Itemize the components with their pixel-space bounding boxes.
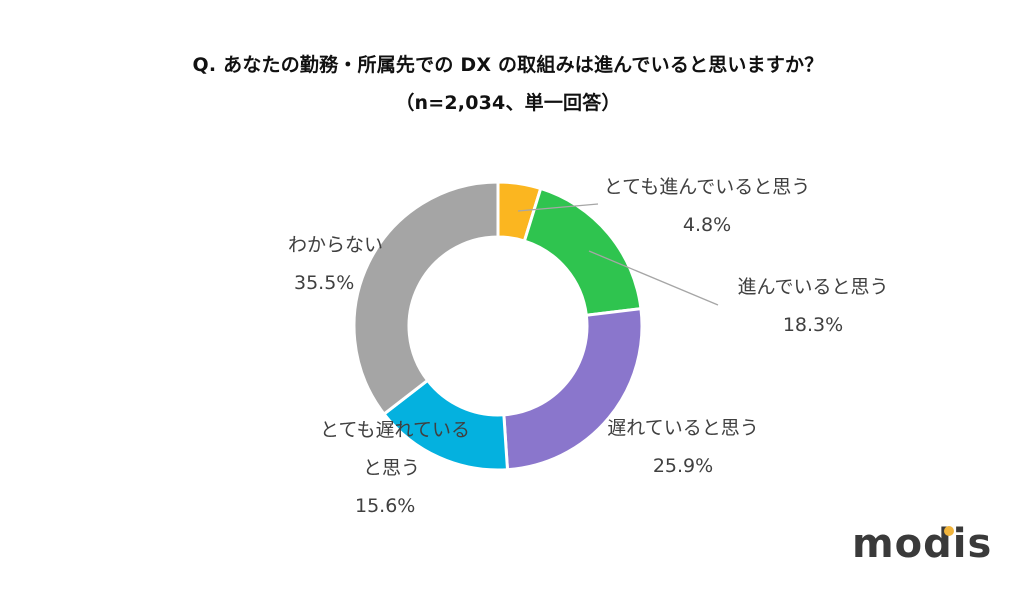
slice-unknown [352,180,500,417]
chart-title: Q. あなたの勤務・所属先での DX の取組みは進んでいると思いますか？ [192,54,824,76]
label-very-behind: とても遅れている と思う 15.6% [315,411,475,525]
pct-very-advanced: 4.8% [682,214,732,236]
chart-subtitle: （n=2,034、単一回答） [395,92,621,114]
pct-advanced: 18.3% [782,314,844,336]
label-behind: 遅れていると思う 25.9% [598,409,768,485]
pct-behind: 25.9% [652,455,714,477]
leader-line-advanced [588,250,719,306]
donut-slices [352,180,644,472]
pct-unknown: 35.5% [294,272,355,294]
logo-dot [944,526,954,536]
modis-logo: modis [852,521,993,567]
label-advanced: 進んでいると思う 18.3% [728,268,898,344]
label-unknown: わからない 35.5% [278,226,398,302]
slice-behind [502,306,644,472]
label-very-advanced: とても進んでいると思う 4.8% [602,168,812,244]
pct-very-behind: 15.6% [355,495,416,517]
leader-line-very-advanced [517,203,599,212]
